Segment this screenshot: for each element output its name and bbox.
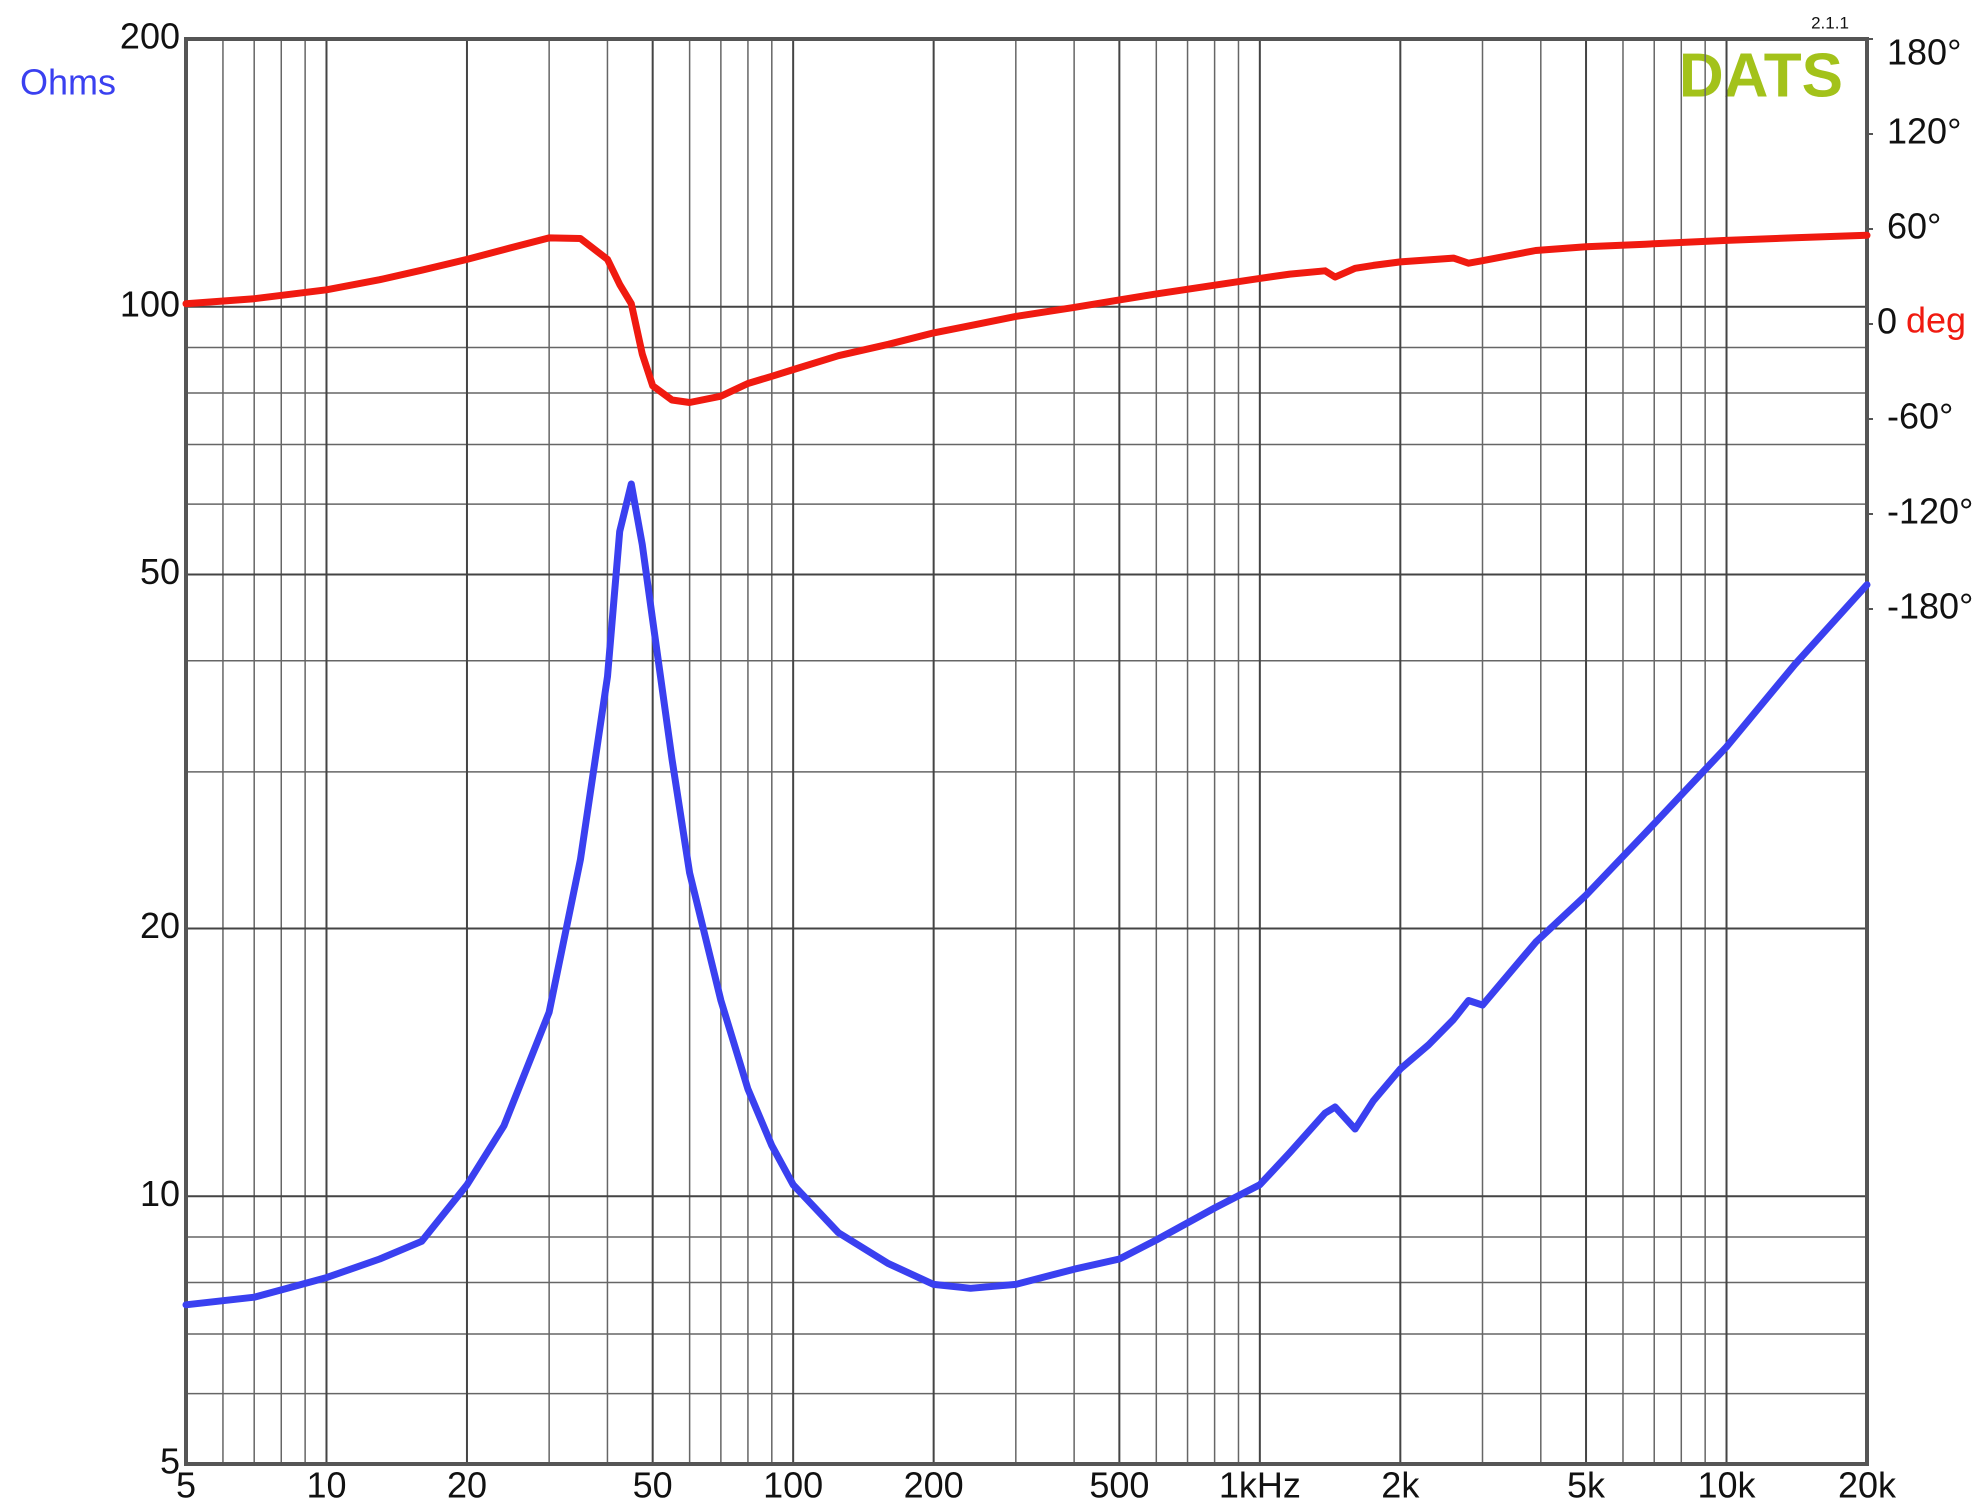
y2-tick-label: 0 <box>1877 301 1897 342</box>
y-tick-label: 100 <box>120 283 180 324</box>
y2-tick-label: 180° <box>1887 32 1961 73</box>
x-tick-label: 10k <box>1697 1465 1756 1506</box>
y-tick-label: 5 <box>160 1441 180 1482</box>
x-tick-label: 100 <box>763 1465 823 1506</box>
x-tick-label: 20 <box>447 1465 487 1506</box>
x-tick-label: 10 <box>306 1465 346 1506</box>
y2-axis-label: deg <box>1906 300 1966 341</box>
x-tick-label: 5 <box>176 1465 196 1506</box>
x-tick-label: 200 <box>904 1465 964 1506</box>
y-tick-label: 10 <box>140 1173 180 1214</box>
data-line <box>182 231 1871 406</box>
data-line <box>182 480 1871 1309</box>
x-tick-label: 500 <box>1089 1465 1149 1506</box>
y2-tick-label: -120° <box>1887 491 1973 532</box>
y-tick-label: 200 <box>120 16 180 57</box>
y-axis-label: Ohms <box>20 62 116 103</box>
logo: DATS <box>1679 41 1843 110</box>
y2-tick-label: -180° <box>1887 586 1973 627</box>
y-tick-label: 20 <box>140 905 180 946</box>
version: 2.1.1 <box>1811 13 1849 32</box>
x-tick-label: 2k <box>1381 1465 1420 1506</box>
plot-frame <box>184 37 1869 1466</box>
x-tick-label: 5k <box>1567 1465 1606 1506</box>
x-tick-label: 1kHz <box>1219 1465 1301 1506</box>
y2-tick-label: -60° <box>1887 396 1953 437</box>
y2-tick-label: 120° <box>1887 111 1961 152</box>
y2-tick-label: 60° <box>1887 206 1941 247</box>
x-tick-label: 50 <box>633 1465 673 1506</box>
y-tick-label: 50 <box>140 551 180 592</box>
x-tick-label: 20k <box>1838 1465 1897 1506</box>
